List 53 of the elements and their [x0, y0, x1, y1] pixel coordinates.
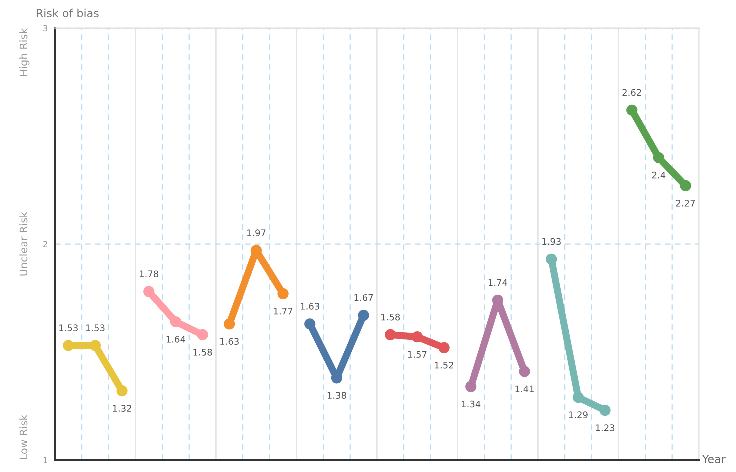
point	[90, 340, 102, 352]
x-axis-title: Year	[702, 455, 726, 464]
point	[358, 310, 370, 322]
data-label: 1.67	[354, 294, 374, 302]
point	[680, 180, 692, 192]
point	[626, 104, 638, 116]
point	[116, 386, 128, 397]
y-axis-title: Risk of bias	[36, 8, 99, 18]
y-tick-label: 2	[44, 241, 48, 248]
data-label: 1.58	[194, 349, 212, 356]
point	[385, 329, 396, 341]
data-label: 1.34	[462, 400, 481, 408]
data-label: 1.57	[408, 351, 427, 358]
point	[572, 392, 584, 404]
data-label: 2.4	[652, 172, 666, 179]
data-label: 1.63	[220, 338, 239, 346]
data-label: 1.23	[596, 424, 615, 432]
text: High Risk	[20, 28, 30, 76]
y-tick-label: 3	[44, 25, 48, 32]
data-label: 1.93	[542, 238, 561, 246]
point	[63, 340, 74, 352]
data-label: 1.64	[166, 336, 186, 343]
text: Unclear Risk	[20, 212, 28, 276]
point	[304, 318, 316, 330]
data-label: 1.32	[113, 405, 132, 412]
point	[197, 329, 208, 341]
data-label: 1.29	[569, 412, 588, 418]
data-label: 1.41	[516, 386, 534, 392]
point	[170, 316, 182, 328]
data-label: 1.97	[247, 230, 266, 236]
point	[653, 152, 665, 164]
point	[144, 286, 155, 298]
data-label: 1.77	[274, 308, 293, 315]
data-label: 1.74	[488, 279, 508, 286]
point	[224, 318, 236, 330]
data-label: 1.63	[301, 303, 320, 310]
point	[546, 254, 558, 265]
point	[412, 332, 424, 343]
data-label: 1.58	[382, 314, 400, 321]
data-label: 1.52	[435, 362, 454, 369]
point	[600, 404, 611, 416]
point	[278, 288, 289, 300]
data-label: 1.38	[328, 392, 346, 400]
point	[438, 342, 450, 354]
data-label: 2.62	[622, 89, 642, 96]
data-label: 1.78	[140, 270, 159, 278]
data-label: 1.53	[60, 324, 78, 332]
text: Low Risk	[20, 414, 28, 460]
y-tick-label: 1	[44, 457, 48, 464]
point	[519, 366, 530, 378]
point	[466, 381, 477, 392]
data-label: 1.53	[86, 324, 105, 332]
data-label: 2.27	[676, 200, 696, 207]
